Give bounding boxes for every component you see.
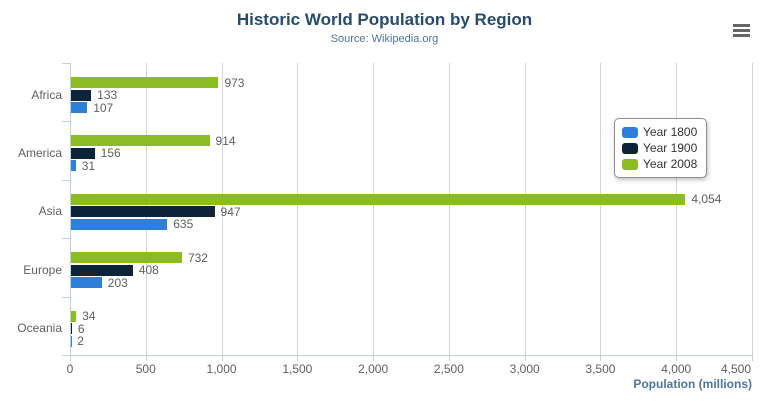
y-axis-tick: [62, 63, 70, 64]
gridline-1500: [297, 63, 299, 355]
x-axis-label-1500: 1,500: [282, 362, 313, 376]
data-label: 107: [93, 100, 114, 115]
hamburger-menu-icon: [733, 34, 750, 37]
bar-oceania-year-1900[interactable]: [71, 323, 72, 335]
data-label: 6: [77, 321, 85, 336]
data-label: 31: [81, 158, 96, 173]
data-label: 947: [220, 204, 241, 219]
data-label: 973: [224, 75, 245, 90]
legend-item-year-1900[interactable]: Year 1900: [622, 140, 697, 156]
category-label-asia: Asia: [38, 204, 62, 219]
legend-item-label: Year 2008: [643, 157, 698, 171]
chart-title: Historic World Population by Region: [236, 10, 533, 29]
legend-item-year-1800[interactable]: Year 1800: [622, 124, 697, 140]
x-axis-tick-3000: [524, 356, 526, 361]
bar-europe-year-2008[interactable]: [71, 252, 182, 264]
x-axis-tick-3500: [600, 356, 602, 361]
gridline-3000: [524, 63, 526, 355]
plot-area: 973 133 107 914 156 31 4,054 947 635 732 408 203 34 6…: [70, 63, 753, 356]
data-label: 914: [215, 133, 236, 148]
bar-america-year-2008[interactable]: [71, 135, 210, 147]
legend-item-year-2008[interactable]: Year 2008: [622, 156, 697, 172]
gridline-2500: [448, 63, 450, 355]
x-axis-label-3500: 3,500: [585, 362, 616, 376]
x-axis-label-4000: 4,000: [661, 362, 692, 376]
x-axis-label-500: 500: [135, 362, 156, 376]
bar-europe-year-1900[interactable]: [71, 264, 133, 276]
bar-america-year-1900[interactable]: [71, 147, 95, 159]
y-axis-tick: [62, 297, 70, 298]
bar-africa-year-1900[interactable]: [71, 89, 92, 101]
bar-africa-year-1800[interactable]: [71, 102, 88, 113]
x-axis-tick-2000: [373, 356, 375, 361]
x-axis-label-2500: 2,500: [433, 362, 464, 376]
data-label: 203: [107, 275, 128, 290]
data-label: 408: [138, 263, 159, 278]
category-label-america: America: [17, 145, 62, 160]
data-label: 156: [100, 146, 121, 161]
x-axis-label-3000: 3,000: [509, 362, 540, 376]
x-axis-label-2000: 2,000: [358, 362, 389, 376]
legend-symbol: [622, 126, 638, 138]
y-axis-tick: [62, 238, 70, 239]
x-axis-tick-0: [70, 356, 71, 361]
bar-america-year-1800[interactable]: [71, 160, 76, 172]
legend-item-label: Year 1900: [643, 141, 698, 155]
y-axis-tick: [62, 355, 70, 356]
legend-symbol: [622, 158, 638, 170]
x-axis-tick-1000: [221, 356, 223, 361]
category-label-europe: Europe: [23, 262, 62, 277]
legend-item-label: Year 1800: [643, 125, 698, 139]
x-axis-tick-4500: [752, 356, 753, 361]
legend-symbol: [622, 142, 638, 154]
bar-asia-year-1900[interactable]: [71, 206, 215, 218]
gridline-3500: [600, 63, 602, 355]
gridline-1000: [221, 63, 223, 355]
data-label: 2: [77, 334, 84, 349]
gridline-4000: [676, 63, 678, 355]
hamburger-menu-icon: [733, 24, 750, 27]
y-axis-tick: [62, 121, 70, 122]
y-axis-tick: [62, 180, 70, 181]
data-label: 34: [82, 309, 96, 324]
bar-africa-year-2008[interactable]: [71, 77, 219, 88]
bar-asia-year-1800[interactable]: [71, 218, 168, 230]
x-axis-tick-1500: [297, 356, 299, 361]
x-axis-tick-500: [145, 356, 147, 361]
x-axis-label-4500: 4,500: [720, 362, 752, 376]
bar-europe-year-1800[interactable]: [71, 277, 102, 289]
x-axis-title: Population (millions): [633, 377, 752, 391]
legend: Year 1800 Year 1900 Year 2008: [614, 118, 708, 178]
x-axis-tick-2500: [448, 356, 450, 361]
bar-oceania-year-2008[interactable]: [71, 310, 77, 322]
category-label-africa: Africa: [31, 87, 62, 102]
chart-subtitle: Source: Wikipedia.org: [330, 33, 439, 45]
bar-asia-year-2008[interactable]: [71, 193, 686, 205]
data-label: 635: [173, 217, 194, 232]
data-label: 4,054: [691, 192, 722, 207]
gridline-4500: [752, 63, 753, 355]
x-axis-label-1000: 1,000: [206, 362, 237, 376]
x-axis-tick-4000: [676, 356, 678, 361]
data-label: 732: [187, 250, 208, 265]
data-label: 133: [97, 88, 118, 102]
gridline-2000: [373, 63, 375, 355]
hamburger-menu-icon: [733, 29, 750, 32]
x-axis-label-0: 0: [66, 362, 74, 376]
export-menu-button[interactable]: [733, 24, 750, 37]
category-label-oceania: Oceania: [17, 321, 62, 336]
